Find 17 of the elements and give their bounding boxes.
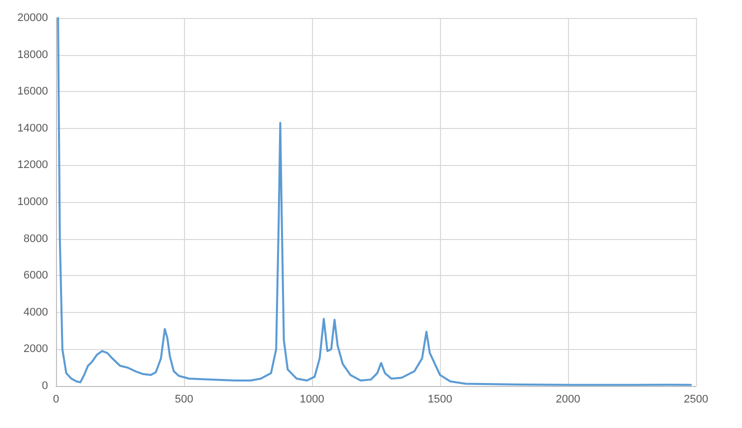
y-tick-label: 4000 [24, 306, 48, 318]
x-tick-label: 500 [174, 394, 194, 406]
x-tick-label: 2000 [556, 394, 580, 406]
x-tick-label: 1500 [428, 394, 452, 406]
x-tick-label: 1000 [300, 394, 324, 406]
x-tick-label: 2500 [684, 394, 708, 406]
y-tick-label: 20000 [17, 12, 48, 24]
y-tick-label: 8000 [24, 232, 48, 245]
x-tick-label: 0 [52, 394, 60, 406]
y-tick-label: 10000 [17, 196, 48, 208]
y-tick-label: 6000 [24, 270, 48, 282]
y-tick-label: 2000 [24, 343, 48, 356]
y-tick-label: 14000 [17, 122, 48, 134]
y-tick-label: 18000 [17, 48, 48, 61]
y-tick-label: 0 [42, 380, 48, 392]
y-tick-label: 16000 [17, 86, 48, 98]
y-tick-label: 12000 [17, 159, 48, 172]
